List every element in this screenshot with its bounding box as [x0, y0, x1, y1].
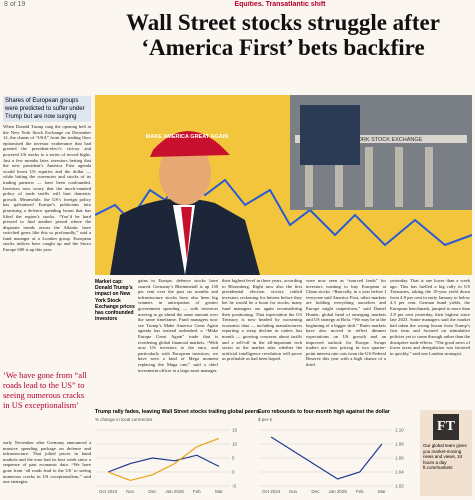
body-text: When Donald Trump rang the opening bell …	[3, 124, 91, 253]
body-text: were now seen as “sourced leads” for inv…	[306, 278, 386, 367]
sign-text: NEW YORK STOCK EXCHANGE	[340, 137, 423, 143]
y-tick-label: -5	[232, 484, 236, 489]
x-tick-label: Oct 2024	[99, 489, 118, 494]
x-tick-label: Nov	[126, 489, 135, 494]
body-text: early November after Germany announced a…	[3, 440, 91, 485]
y-tick-label: 10	[232, 442, 238, 447]
page-number: 8 of 19	[4, 1, 26, 8]
x-tick-label: Jan 2025	[165, 489, 184, 494]
x-tick-label: Dec	[311, 489, 320, 494]
x-tick-label: Feb	[193, 489, 201, 494]
y-tick-label: 1.10	[395, 428, 404, 433]
body-text: their highest level in three years, acco…	[222, 278, 302, 362]
headline: Wall Street stocks struggle after ‘Ameri…	[126, 10, 440, 60]
promo-text: Our global team gives you market-moving …	[423, 443, 467, 470]
body-text: gains in Europe, defence stocks have soa…	[138, 278, 218, 373]
charts: Trump rally fades, leaving Wall Street s…	[95, 409, 404, 494]
chart-subtitle: $ per €	[258, 417, 273, 422]
standfirst: Shares of European groups were predicted…	[3, 96, 91, 122]
pull-quote: ‘We have gone from “all roads lead to th…	[3, 370, 87, 410]
x-tick-label: Dec	[148, 489, 157, 494]
body-text: yesterday. That is one lower than a week…	[390, 278, 470, 356]
x-tick-label: Nov	[289, 489, 298, 494]
promo-box: FT Our global team gives you market-movi…	[420, 410, 472, 496]
x-tick-label: Oct 2024	[262, 489, 281, 494]
data-line	[107, 454, 220, 473]
x-tick-label: Mar	[378, 489, 386, 494]
cap-text: MAKE AMERICA GREAT AGAIN	[146, 134, 228, 140]
chart-subtitle: % change in local currencies	[95, 417, 153, 422]
chart-title: Trump rally fades, leaving Wall Street s…	[95, 409, 259, 415]
section-label: Equities. Transatlantic shift	[234, 1, 326, 8]
y-tick-label: 1.02	[395, 484, 404, 489]
y-tick-label: 1.06	[395, 456, 404, 461]
x-tick-label: Jan 2025	[328, 489, 347, 494]
data-line	[107, 437, 220, 482]
ft-logo: FT	[433, 414, 459, 440]
x-tick-label: Mar	[215, 489, 223, 494]
y-tick-label: 0	[232, 470, 235, 475]
y-tick-label: 15	[232, 428, 238, 433]
photo: NEW YORK STOCK EXCHANGE MAKE AMERICA GRE…	[95, 95, 472, 275]
data-line	[270, 436, 383, 480]
x-tick-label: Feb	[356, 489, 364, 494]
y-tick-label: 1.04	[395, 470, 404, 475]
y-tick-label: 5	[232, 456, 235, 461]
y-tick-label: 1.08	[395, 442, 404, 447]
chart-title: Euro rebounds to four-month high against…	[258, 409, 390, 415]
photo-caption: Market cap: Donald Trump’s impact on New…	[95, 279, 135, 323]
